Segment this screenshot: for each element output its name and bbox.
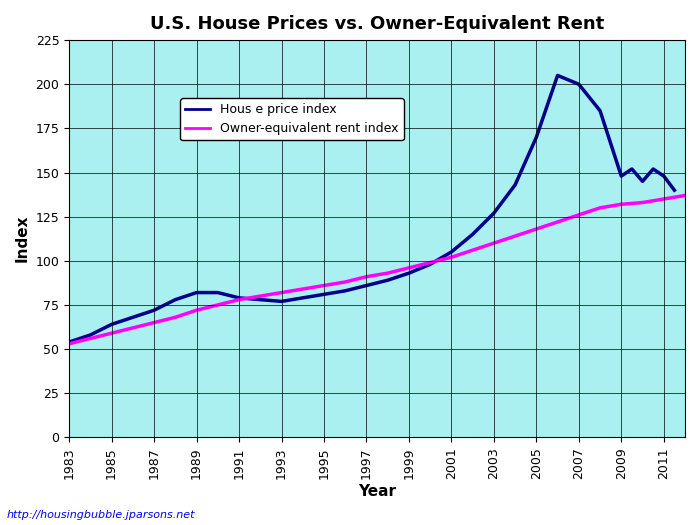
Hous e price index <box>320 291 328 298</box>
Hous e price index <box>468 231 477 237</box>
Hous e price index <box>363 282 371 289</box>
Owner-equivalent rent index <box>638 200 647 206</box>
Owner-equivalent rent index <box>554 219 562 225</box>
Hous e price index <box>150 307 158 313</box>
Hous e price index <box>511 182 519 188</box>
X-axis label: Year: Year <box>358 485 396 499</box>
Hous e price index <box>649 166 657 172</box>
Owner-equivalent rent index <box>617 201 626 207</box>
Hous e price index <box>193 289 201 296</box>
Hous e price index <box>405 270 413 276</box>
Hous e price index <box>447 249 456 255</box>
Line: Hous e price index: Hous e price index <box>69 76 674 342</box>
Owner-equivalent rent index <box>171 314 179 320</box>
Hous e price index <box>341 288 349 294</box>
Hous e price index <box>426 261 435 267</box>
Owner-equivalent rent index <box>277 289 286 296</box>
Owner-equivalent rent index <box>405 265 413 271</box>
Owner-equivalent rent index <box>256 293 265 299</box>
Text: http://housingbubble.jparsons.net: http://housingbubble.jparsons.net <box>7 510 195 520</box>
Y-axis label: Index: Index <box>15 215 30 262</box>
Hous e price index <box>234 295 243 301</box>
Owner-equivalent rent index <box>299 286 307 292</box>
Hous e price index <box>171 297 179 303</box>
Hous e price index <box>575 81 583 87</box>
Owner-equivalent rent index <box>86 335 94 342</box>
Owner-equivalent rent index <box>234 297 243 303</box>
Legend: Hous e price index, Owner-equivalent rent index: Hous e price index, Owner-equivalent ren… <box>180 98 404 140</box>
Hous e price index <box>659 173 668 179</box>
Hous e price index <box>299 295 307 301</box>
Owner-equivalent rent index <box>596 205 604 211</box>
Hous e price index <box>256 297 265 303</box>
Owner-equivalent rent index <box>320 282 328 289</box>
Hous e price index <box>384 277 392 284</box>
Hous e price index <box>554 72 562 79</box>
Owner-equivalent rent index <box>129 325 137 331</box>
Hous e price index <box>107 321 116 328</box>
Owner-equivalent rent index <box>363 274 371 280</box>
Hous e price index <box>277 298 286 304</box>
Owner-equivalent rent index <box>214 302 222 308</box>
Owner-equivalent rent index <box>384 270 392 276</box>
Owner-equivalent rent index <box>575 212 583 218</box>
Hous e price index <box>490 210 498 216</box>
Hous e price index <box>638 178 647 184</box>
Owner-equivalent rent index <box>447 254 456 260</box>
Owner-equivalent rent index <box>532 226 540 232</box>
Owner-equivalent rent index <box>490 240 498 246</box>
Line: Owner-equivalent rent index: Owner-equivalent rent index <box>69 195 685 344</box>
Hous e price index <box>670 187 678 193</box>
Owner-equivalent rent index <box>107 330 116 337</box>
Owner-equivalent rent index <box>659 196 668 202</box>
Hous e price index <box>214 289 222 296</box>
Owner-equivalent rent index <box>511 233 519 239</box>
Hous e price index <box>65 339 74 345</box>
Hous e price index <box>617 173 626 179</box>
Hous e price index <box>596 108 604 114</box>
Hous e price index <box>628 166 636 172</box>
Hous e price index <box>129 314 137 320</box>
Owner-equivalent rent index <box>341 279 349 285</box>
Owner-equivalent rent index <box>65 341 74 347</box>
Owner-equivalent rent index <box>468 247 477 254</box>
Owner-equivalent rent index <box>193 307 201 313</box>
Title: U.S. House Prices vs. Owner-Equivalent Rent: U.S. House Prices vs. Owner-Equivalent R… <box>150 15 604 33</box>
Owner-equivalent rent index <box>681 192 690 198</box>
Hous e price index <box>532 134 540 140</box>
Hous e price index <box>86 332 94 338</box>
Owner-equivalent rent index <box>426 259 435 266</box>
Owner-equivalent rent index <box>150 319 158 326</box>
